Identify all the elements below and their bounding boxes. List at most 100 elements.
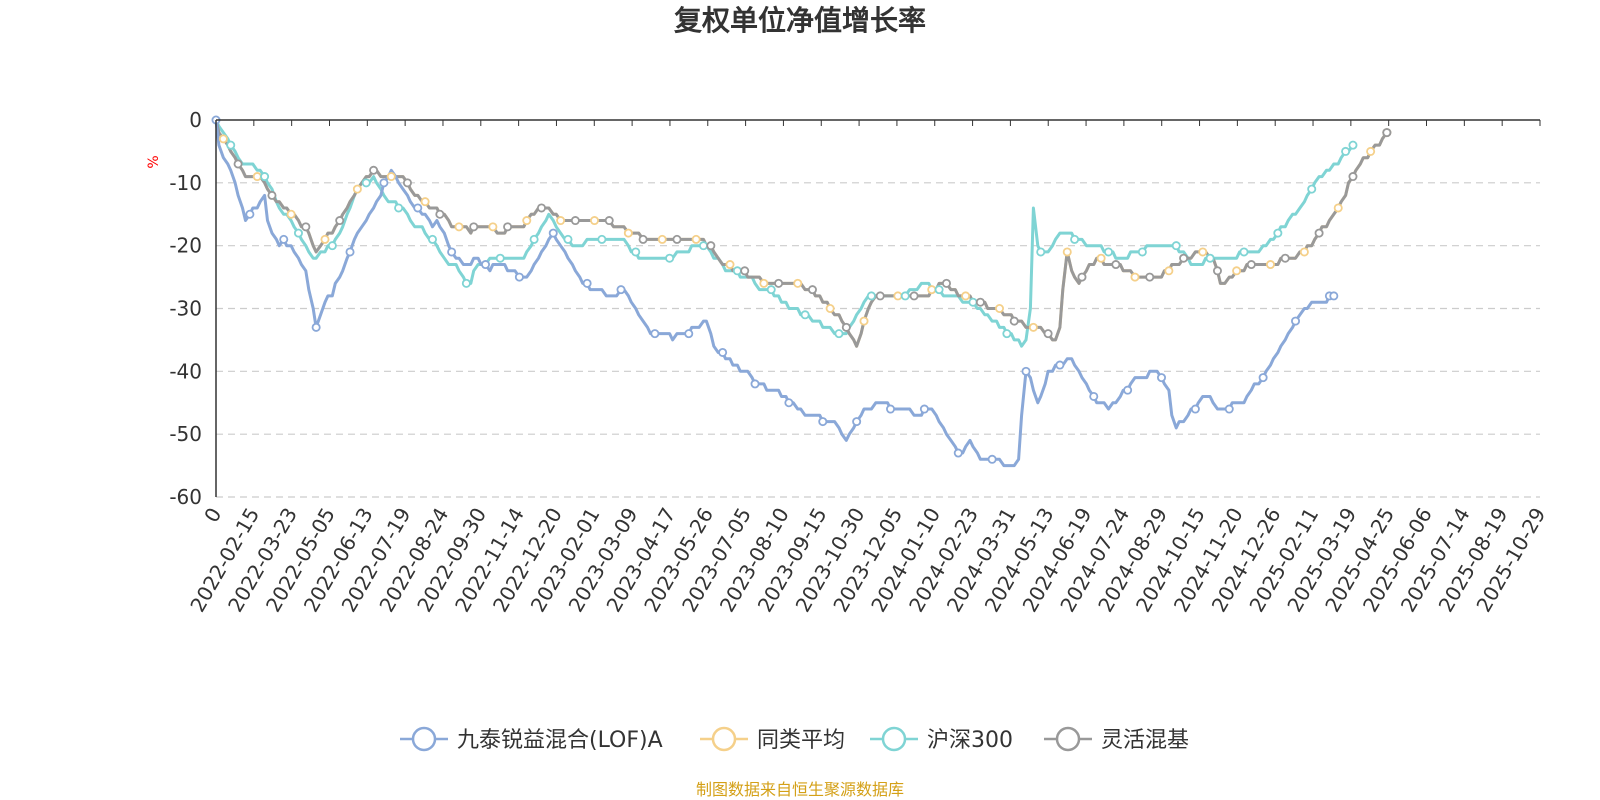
series-point	[369, 165, 379, 175]
legend-item[interactable]: 沪深300	[870, 726, 1013, 753]
series-point	[604, 216, 614, 226]
series-point	[233, 159, 243, 169]
legend-label: 沪深300	[927, 728, 1013, 753]
series-point	[1055, 360, 1065, 370]
series-point	[1137, 247, 1147, 257]
axes	[215, 119, 1540, 497]
series-point	[975, 297, 985, 307]
series-point	[447, 247, 457, 257]
series-point	[1348, 140, 1358, 150]
series-point	[226, 140, 236, 150]
series-point	[420, 197, 430, 207]
series-point	[548, 228, 558, 238]
series-point	[1258, 373, 1268, 383]
series-point	[638, 234, 648, 244]
y-tick-label: -40	[169, 359, 202, 383]
series-point	[1145, 272, 1155, 282]
source-note: 制图数据来自恒生聚源数据库	[696, 780, 904, 799]
series-point	[454, 222, 464, 232]
series-point	[1246, 260, 1256, 270]
series-point	[1062, 247, 1072, 257]
series-point	[934, 285, 944, 295]
series-point	[968, 297, 978, 307]
series-point	[866, 291, 876, 301]
series-point	[1366, 146, 1376, 156]
series-point	[852, 417, 862, 427]
series-point	[394, 203, 404, 213]
series-point	[818, 417, 828, 427]
series-point	[875, 291, 885, 301]
series-point	[1198, 247, 1208, 257]
legend-label: 同类平均	[757, 728, 845, 753]
series-point	[522, 216, 532, 226]
chart-title: 复权单位净值增长率	[674, 4, 926, 37]
series-point	[481, 260, 491, 270]
series-point	[402, 178, 412, 188]
series-point	[725, 260, 735, 270]
legend-item[interactable]: 同类平均	[700, 726, 845, 753]
series-point	[1273, 228, 1283, 238]
series-point	[623, 228, 633, 238]
legend-label: 灵活混基	[1101, 728, 1189, 753]
series-point	[909, 291, 919, 301]
legend-item[interactable]: 九泰锐益混合(LOF)A	[400, 726, 663, 753]
series-point	[1212, 266, 1222, 276]
series-point	[1130, 272, 1140, 282]
series-point	[1314, 228, 1324, 238]
series-point	[1190, 404, 1200, 414]
series-point	[218, 134, 228, 144]
series-point	[1171, 241, 1181, 251]
series-point	[1232, 266, 1242, 276]
series-point	[260, 172, 270, 182]
series-point	[1239, 247, 1249, 257]
series-point	[616, 285, 626, 295]
series-point	[311, 322, 321, 332]
y-tick-label: 0	[189, 108, 202, 132]
series-point	[784, 398, 794, 408]
series-point	[1299, 247, 1309, 257]
grid-lines	[216, 182, 1540, 498]
series-point	[1111, 260, 1121, 270]
series-point	[859, 316, 869, 326]
series-point	[706, 241, 716, 251]
series-point	[953, 448, 963, 458]
series-point	[293, 228, 303, 238]
series-point	[335, 216, 345, 226]
y-tick-label: -30	[169, 297, 202, 321]
series-point	[1157, 373, 1167, 383]
series-point	[320, 234, 330, 244]
series-point	[919, 404, 929, 414]
series-point	[1043, 329, 1053, 339]
series-line-2	[214, 119, 1355, 348]
series-point	[1265, 260, 1275, 270]
series-point	[672, 234, 682, 244]
legend: 九泰锐益混合(LOF)A 同类平均 沪深300 灵活混基	[400, 726, 1189, 753]
series-point	[698, 241, 708, 251]
series-point	[893, 291, 903, 301]
series-point	[1164, 266, 1174, 276]
series-point	[665, 253, 675, 263]
series-point	[413, 203, 423, 213]
series-point	[941, 278, 951, 288]
y-axis-unit: %	[146, 155, 162, 168]
y-tick-label: -20	[169, 234, 202, 258]
series-point	[825, 303, 835, 313]
series-point	[1028, 322, 1038, 332]
series-point	[1179, 253, 1189, 263]
series-point	[718, 347, 728, 357]
series-point	[570, 216, 580, 226]
x-tick-label: 0	[199, 504, 226, 527]
series-point	[759, 278, 769, 288]
y-tick-label: -60	[169, 485, 202, 509]
series-point	[1123, 385, 1133, 395]
series-point	[631, 247, 641, 257]
series-point	[529, 234, 539, 244]
series-point	[1205, 253, 1215, 263]
series-point	[1002, 329, 1012, 339]
legend-item[interactable]: 灵活混基	[1044, 726, 1189, 753]
series-point	[691, 234, 701, 244]
series-point	[961, 291, 971, 301]
series-point	[514, 272, 524, 282]
series-point	[1329, 291, 1339, 301]
legend-label: 九泰锐益混合(LOF)A	[457, 728, 663, 753]
